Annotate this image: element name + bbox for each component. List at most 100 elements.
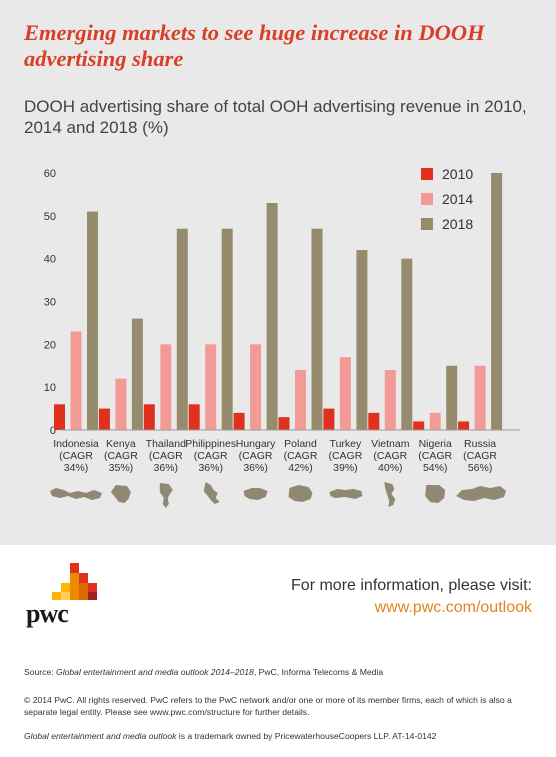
x-tick-note: 36%) [198, 462, 223, 474]
kenya-map-icon [110, 485, 131, 503]
chart-title: DOOH advertising share of total OOH adve… [24, 97, 527, 137]
x-tick-note: (CAGR [418, 450, 452, 462]
bar-2014-indonesia [70, 331, 82, 430]
bar-2018-philippines [221, 228, 233, 430]
y-tick-label: 40 [44, 254, 56, 266]
bar-chart: 0102030405060Indonesia(CAGR34%)Kenya(CAG… [44, 166, 520, 508]
x-tick-note: 40%) [378, 462, 403, 474]
bar-2010-nigeria [413, 421, 425, 430]
x-tick-label: Nigeria [419, 438, 452, 450]
bar-2014-turkey [339, 357, 351, 430]
x-tick-note: 36%) [154, 462, 179, 474]
x-tick-label: Thailand [146, 438, 186, 450]
y-tick-label: 30 [44, 297, 56, 309]
x-tick-note: 54%) [423, 462, 448, 474]
bar-2018-poland [311, 228, 323, 430]
bar-2014-thailand [160, 344, 172, 430]
x-tick-note: (CAGR [194, 450, 228, 462]
x-tick-note: (CAGR [328, 450, 362, 462]
x-tick-note: 56%) [468, 462, 493, 474]
legend-label: 2010 [442, 166, 473, 182]
x-tick-note: 35%) [109, 462, 134, 474]
bar-2018-hungary [266, 202, 278, 430]
bar-2010-indonesia [54, 404, 65, 430]
source-note: Source: Global entertainment and media o… [24, 666, 534, 678]
source-prefix: Source: [24, 667, 57, 677]
x-tick-label: Poland [284, 438, 317, 450]
bar-2010-thailand [143, 404, 155, 430]
x-tick-label: Vietnam [371, 438, 410, 450]
bar-2010-vietnam [368, 412, 380, 430]
y-tick-label: 50 [44, 211, 56, 223]
philippines-map-icon [203, 482, 220, 504]
bar-2014-kenya [115, 378, 127, 430]
nigeria-map-icon [425, 485, 446, 503]
x-tick-label: Philippines [185, 438, 236, 450]
legend-swatch-2014 [421, 193, 433, 205]
bar-2018-russia [491, 173, 503, 430]
source-title: Global entertainment and media outlook 2… [56, 667, 254, 677]
bar-2018-indonesia [87, 211, 98, 430]
y-tick-label: 0 [50, 425, 56, 437]
bar-2010-russia [458, 421, 470, 430]
pwc-logo: pwc [26, 563, 106, 628]
x-tick-note: 34%) [64, 462, 89, 474]
x-tick-label: Turkey [330, 438, 362, 450]
info-block: For more information, please visit: www.… [291, 575, 532, 619]
pwc-wordmark: pwc [26, 599, 69, 628]
pwc-logo-mark [26, 563, 106, 601]
bar-2010-turkey [323, 408, 335, 430]
indonesia-map-icon [50, 488, 102, 500]
hungary-map-icon [243, 488, 268, 500]
x-tick-label: Hungary [236, 438, 276, 450]
x-tick-note: (CAGR [373, 450, 407, 462]
bar-2018-vietnam [401, 258, 413, 430]
legend-swatch-2010 [421, 168, 433, 180]
x-tick-note: (CAGR [284, 450, 318, 462]
vietnam-map-icon [384, 482, 396, 507]
trademark-title: Global entertainment and media outlook [24, 731, 177, 741]
x-tick-note: 42%) [288, 462, 313, 474]
bar-2014-poland [295, 370, 306, 430]
x-tick-note: (CAGR [59, 450, 93, 462]
legend-label: 2018 [442, 216, 473, 232]
x-tick-note: (CAGR [463, 450, 497, 462]
headline: Emerging markets to see huge increase in… [24, 20, 485, 71]
bar-2018-thailand [176, 228, 188, 430]
x-tick-label: Russia [464, 438, 496, 450]
bar-2014-vietnam [384, 370, 396, 430]
legend-label: 2014 [442, 191, 473, 207]
bar-2014-nigeria [429, 412, 441, 430]
y-tick-label: 60 [44, 168, 56, 180]
bar-2010-kenya [98, 408, 110, 430]
bar-2010-hungary [233, 412, 245, 430]
trademark-note: Global entertainment and media outlook i… [24, 730, 534, 742]
bar-2018-nigeria [446, 365, 458, 430]
bar-2014-philippines [205, 344, 217, 430]
poland-map-icon [288, 485, 313, 502]
bar-2018-turkey [356, 250, 368, 430]
x-tick-note: 36%) [243, 462, 268, 474]
bar-2010-philippines [188, 404, 200, 430]
bar-2018-kenya [131, 318, 143, 430]
x-tick-note: (CAGR [104, 450, 138, 462]
x-tick-note: (CAGR [149, 450, 183, 462]
x-tick-note: (CAGR [239, 450, 273, 462]
bar-2014-russia [474, 365, 486, 430]
thailand-map-icon [159, 483, 173, 508]
legend-swatch-2018 [421, 218, 433, 230]
y-tick-label: 20 [44, 339, 56, 351]
copyright-note: © 2014 PwC. All rights reserved. PwC ref… [24, 695, 512, 717]
trademark-rest: is a trademark owned by PricewaterhouseC… [176, 731, 437, 741]
info-link[interactable]: www.pwc.com/outlook [374, 599, 532, 616]
info-text: For more information, please visit: [291, 577, 532, 594]
bar-2014-hungary [250, 344, 262, 430]
x-tick-label: Kenya [106, 438, 136, 450]
x-tick-note: 39%) [333, 462, 358, 474]
y-tick-label: 10 [44, 382, 56, 394]
bar-2010-poland [278, 417, 290, 430]
russia-map-icon [456, 486, 507, 501]
turkey-map-icon [329, 489, 363, 499]
x-tick-label: Indonesia [53, 438, 99, 450]
